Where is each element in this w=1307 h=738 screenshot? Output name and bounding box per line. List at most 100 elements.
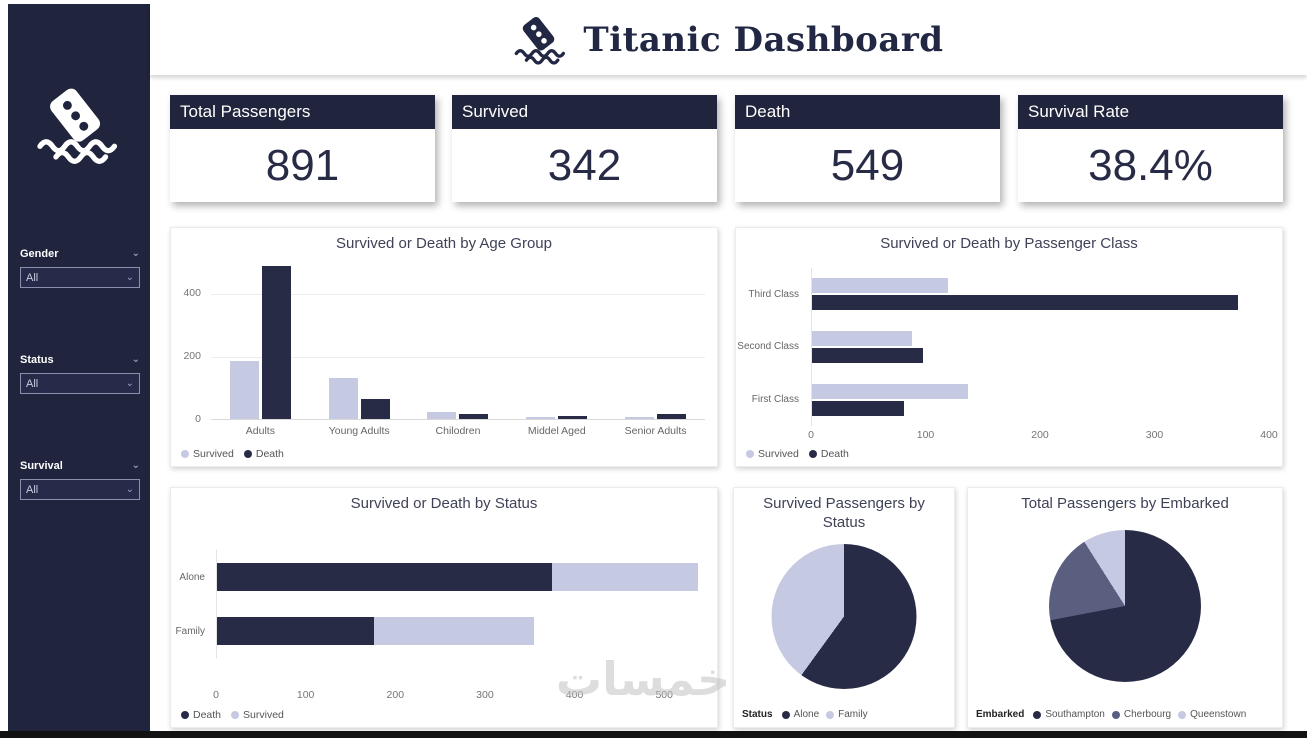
- filter-gender-select[interactable]: All ⌄: [20, 267, 140, 288]
- legend-item-cherbourg[interactable]: Cherbourg: [1111, 709, 1172, 720]
- kpi-survival-rate: Survival Rate 38.4%: [1018, 95, 1283, 202]
- bar-death[interactable]: [360, 399, 390, 419]
- legend-dot-icon: [243, 450, 252, 458]
- filter-status: Status ⌄ All ⌄: [20, 354, 140, 394]
- bar-death[interactable]: [812, 400, 904, 416]
- x-axis-tick: 400: [565, 689, 584, 701]
- bar-group: [606, 262, 705, 419]
- filter-gender-header[interactable]: Gender ⌄: [20, 248, 140, 260]
- legend-label: Cherbourg: [1123, 709, 1172, 720]
- filter-survival-header[interactable]: Survival ⌄: [20, 460, 140, 472]
- chevron-down-icon: ⌄: [125, 377, 134, 389]
- bar-segment-survived[interactable]: [552, 563, 698, 591]
- chevron-down-icon[interactable]: ⌄: [131, 248, 140, 259]
- bar-segment-death[interactable]: [217, 563, 552, 591]
- bar-death[interactable]: [261, 266, 291, 419]
- kpi-value: 38.4%: [1088, 140, 1213, 190]
- legend-item-death[interactable]: Death: [808, 448, 849, 460]
- legend-item-queenstown[interactable]: Queenstown: [1178, 709, 1246, 720]
- legend-dot-icon: [826, 710, 835, 719]
- bar-segment-death[interactable]: [217, 617, 374, 645]
- bar-group: [812, 330, 1269, 363]
- bar-group: [812, 278, 1269, 311]
- bar-survived[interactable]: [812, 330, 912, 346]
- filter-status-select[interactable]: All ⌄: [20, 373, 140, 394]
- legend-dot-icon: [231, 711, 240, 719]
- chart-title: Total Passengers by Embarked: [1021, 495, 1229, 512]
- kpi-value: 549: [830, 140, 905, 190]
- bar-survived[interactable]: [328, 378, 358, 419]
- legend-label: Survived: [758, 448, 799, 460]
- bar-group: [409, 262, 508, 419]
- bar-segment-survived[interactable]: [374, 617, 534, 645]
- bar-survived[interactable]: [526, 417, 556, 419]
- legend-item-death[interactable]: Death: [243, 448, 284, 460]
- kpi-header: Total Passengers: [170, 95, 435, 129]
- bar-death[interactable]: [558, 416, 588, 419]
- legend-dot-icon: [181, 450, 189, 458]
- x-axis-tick: 0: [213, 689, 219, 701]
- header-bar: Titanic Dashboard: [150, 4, 1307, 75]
- filter-status-header[interactable]: Status ⌄: [20, 354, 140, 366]
- kpi-death: Death 549: [735, 95, 1000, 202]
- chart-status: Survived or Death by Status Alone Family …: [170, 487, 718, 728]
- kpi-value: 891: [265, 140, 340, 190]
- legend-item-survived[interactable]: Survived: [181, 448, 234, 460]
- legend-item-survived[interactable]: Survived: [746, 448, 799, 460]
- category-label: Young Adults: [328, 425, 390, 437]
- legend-dot-icon: [1178, 710, 1187, 719]
- filter-survival-select[interactable]: All ⌄: [20, 479, 140, 500]
- kpi-header: Survived: [452, 95, 717, 129]
- chevron-down-icon[interactable]: ⌄: [131, 460, 140, 471]
- category-label: Third Class: [748, 288, 799, 300]
- bar-survived[interactable]: [229, 361, 259, 419]
- legend-item-alone[interactable]: Alone: [781, 709, 819, 720]
- category-label: Middel Aged: [527, 425, 586, 437]
- kpi-survived: Survived 342: [452, 95, 717, 202]
- bar-survived[interactable]: [427, 412, 457, 419]
- category-label: Chilodren: [435, 425, 481, 437]
- sidebar: Gender ⌄ All ⌄ Status ⌄ All ⌄ Survival ⌄: [8, 4, 150, 731]
- x-axis-tick: 300: [476, 689, 494, 701]
- legend-item-southampton[interactable]: Southampton: [1033, 709, 1105, 720]
- x-axis-tick: 100: [296, 689, 315, 701]
- bar-survived[interactable]: [625, 417, 655, 419]
- legend-label: Death: [193, 709, 222, 721]
- filter-gender: Gender ⌄ All ⌄: [20, 248, 140, 288]
- legend-item-death[interactable]: Death: [181, 709, 221, 721]
- title-ship-logo: [513, 15, 569, 65]
- pie-chart[interactable]: [771, 544, 917, 689]
- legend-dot-icon: [746, 450, 754, 458]
- bar-group: [217, 563, 718, 591]
- legend-label: Queenstown: [1190, 709, 1247, 720]
- legend-dot-icon: [181, 711, 189, 719]
- x-axis-tick: 0: [808, 429, 814, 441]
- legend-dot-icon: [1111, 710, 1120, 719]
- pie-chart[interactable]: [1049, 530, 1201, 682]
- bar-death[interactable]: [812, 295, 1238, 311]
- legend-item-family[interactable]: Family: [826, 709, 868, 720]
- chart-title: Survived Passengers by Status: [763, 495, 925, 531]
- chart-passenger-class: Survived or Death by Passenger Class Thi…: [735, 227, 1283, 467]
- bar-survived[interactable]: [812, 383, 968, 399]
- chevron-down-icon[interactable]: ⌄: [131, 354, 140, 365]
- legend-item-survived[interactable]: Survived: [231, 709, 284, 721]
- bar-survived[interactable]: [812, 278, 948, 294]
- x-axis-tick: 300: [1145, 429, 1164, 441]
- y-axis-categories: Alone Family: [171, 550, 211, 658]
- x-axis: 0 100 200 300 400 500: [213, 689, 718, 703]
- category-label: Adults: [245, 425, 275, 437]
- legend-label: Family: [838, 709, 868, 720]
- bar-death[interactable]: [657, 414, 687, 419]
- filter-survival-value: All: [26, 483, 39, 496]
- bar-death[interactable]: [459, 414, 489, 419]
- chart-title: Survived or Death by Passenger Class: [880, 235, 1138, 252]
- bar-group: [310, 262, 409, 419]
- legend-title: Embarked: [976, 709, 1025, 720]
- x-axis: 0 100 200 300 400: [808, 429, 1278, 443]
- legend-label: Survived: [193, 448, 234, 460]
- bar-death[interactable]: [812, 347, 923, 363]
- bar-group: [217, 617, 718, 645]
- category-label: Second Class: [737, 341, 799, 353]
- x-axis-tick: 200: [1031, 429, 1049, 441]
